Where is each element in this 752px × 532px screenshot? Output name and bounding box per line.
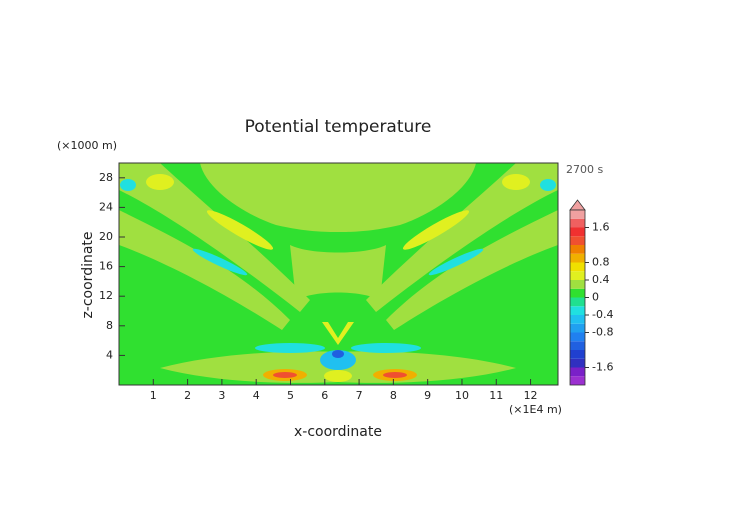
y-axis-label: z-coordinate: [80, 231, 96, 318]
colorbar-extend: [569, 199, 586, 211]
contour-field: [119, 163, 558, 385]
colorbar-segment: [570, 376, 585, 385]
x-tick-label: 2: [184, 389, 191, 402]
colorbar-segment: [570, 332, 585, 342]
x-tick-label: 10: [455, 389, 469, 402]
x-tick-label: 12: [524, 389, 538, 402]
colorbar-segment: [570, 253, 585, 263]
colorbar-segment: [570, 271, 585, 280]
x-tick-label: 1: [150, 389, 157, 402]
x-axis-label: x-coordinate: [294, 424, 382, 440]
colorbar-tick-label: -0.8: [592, 326, 613, 339]
colorbar-segment: [570, 227, 585, 237]
colorbar-tick-label: 0: [592, 291, 599, 304]
colorbar-segment: [570, 262, 585, 272]
x-tick-label: 5: [287, 389, 294, 402]
y-tick-label: 20: [99, 230, 113, 243]
colorbar-segment: [570, 236, 585, 245]
colorbar-segment: [570, 218, 585, 228]
colorbar-segment: [570, 341, 585, 350]
colorbar-segment: [570, 210, 585, 219]
chart-title: Potential temperature: [245, 117, 432, 137]
y-tick-label: 4: [106, 348, 113, 361]
colorbar-segment: [570, 280, 585, 289]
colorbar-segment: [570, 358, 585, 368]
y-tick-label: 8: [106, 319, 113, 332]
x-tick-label: 3: [218, 389, 225, 402]
x-tick-label: 7: [356, 389, 363, 402]
colorbar-segment: [570, 350, 585, 359]
x-tick-label: 4: [253, 389, 260, 402]
colorbar-segment: [570, 306, 585, 315]
colorbar-segment: [570, 288, 585, 298]
colorbar-tick-label: 0.8: [592, 256, 610, 269]
colorbar-tick-label: 0.4: [592, 273, 610, 286]
colorbar-segment: [570, 245, 585, 254]
plot-frame: [118, 162, 559, 386]
time-label: 2700 s: [566, 163, 603, 176]
y-tick-label: 12: [99, 289, 113, 302]
colorbar-segment: [570, 297, 585, 307]
colorbar-segment: [570, 323, 585, 333]
x-unit: (×1E4 m): [509, 403, 562, 416]
colorbar-tick-label: 1.6: [592, 221, 610, 234]
x-tick-label: 6: [321, 389, 328, 402]
x-tick-label: 11: [489, 389, 503, 402]
y-tick-label: 16: [99, 260, 113, 273]
y-tick-label: 24: [99, 200, 113, 213]
colorbar-segment: [570, 315, 585, 324]
x-tick-label: 9: [424, 389, 431, 402]
colorbar-tick-label: -0.4: [592, 308, 613, 321]
y-tick-label: 28: [99, 171, 113, 184]
x-tick-label: 8: [390, 389, 397, 402]
y-unit: (×1000 m): [57, 139, 117, 152]
colorbar-segment: [570, 367, 585, 377]
colorbar-tick-label: -1.6: [592, 361, 613, 374]
